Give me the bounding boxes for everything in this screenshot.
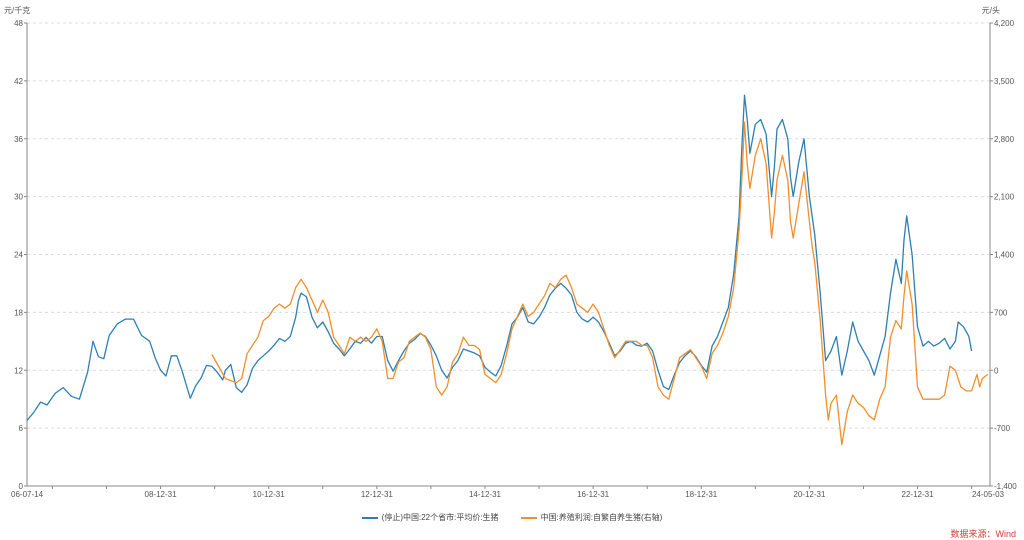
left-tick-label: 12 [14,366,23,375]
series-line-1 [211,121,989,446]
left-tick-label: 0 [19,482,24,491]
x-tick-label: 14-12-31 [469,490,502,499]
x-tick-label: 18-12-31 [685,490,718,499]
series-lines [26,94,989,446]
right-tick-label: 0 [994,366,999,375]
x-tick-label: 12-12-31 [361,490,394,499]
right-tick-label: -700 [994,424,1011,433]
grid-lines [27,22,990,429]
right-tick-label: 2,100 [994,193,1015,202]
right-axis-ticks: -1,400 -700 0 700 1,400 2,100 2,800 3,500 4,200 [994,19,1017,491]
x-axis-ticks: 06-07-14 08-12-31 10-12-31 12-12-31 14-12-31… [11,490,1005,499]
data-source-note: 数据来源：Wind [950,529,1016,539]
right-axis-unit: 元/头 [982,5,1000,15]
x-tick-label: 22-12-31 [902,490,935,499]
x-tick-label: 08-12-31 [145,490,178,499]
legend-item-hog-profit[interactable]: 中国:养殖利润:自繁自养生猪(右轴) [520,512,663,523]
left-axis-ticks: 0 6 12 18 24 30 36 42 48 [14,19,23,491]
left-axis-unit: 元/千克 [4,5,30,15]
left-tick-label: 30 [14,193,23,202]
left-tick-label: 6 [19,424,24,433]
right-tick-label: -1,400 [994,482,1017,491]
axes [24,22,993,489]
right-tick-label: 1,400 [994,251,1015,260]
legend-label-hog-profit: 中国:养殖利润:自繁自养生猪(右轴) [540,513,663,522]
x-tick-label: 16-12-31 [577,490,610,499]
chart-area: 0 6 12 18 24 30 36 42 48 -1,400 -700 0 700 1,400 2,10… [4,5,1017,499]
legend-label-hog-price: (停止)中国:22个省市:平均价:生猪 [381,513,499,522]
left-tick-label: 24 [14,251,23,260]
right-tick-label: 700 [994,308,1008,317]
series-line-0 [26,94,973,421]
left-tick-label: 48 [14,19,23,28]
right-tick-label: 3,500 [994,77,1015,86]
legend-swatch-hog-profit [520,516,537,519]
left-tick-label: 36 [14,135,23,144]
legend: (停止)中国:22个省市:平均价:生猪 中国:养殖利润:自繁自养生猪(右轴) [0,512,1024,523]
left-tick-label: 18 [14,308,23,317]
legend-item-hog-price[interactable]: (停止)中国:22个省市:平均价:生猪 [361,512,499,523]
x-tick-label: 24-05-03 [972,490,1005,499]
right-tick-label: 2,800 [994,135,1015,144]
x-tick-label: 06-07-14 [11,490,44,499]
x-tick-label: 10-12-31 [253,490,286,499]
legend-swatch-hog-price [361,516,378,519]
right-tick-label: 4,200 [994,19,1015,28]
x-tick-label: 20-12-31 [793,490,826,499]
left-tick-label: 42 [14,77,23,86]
